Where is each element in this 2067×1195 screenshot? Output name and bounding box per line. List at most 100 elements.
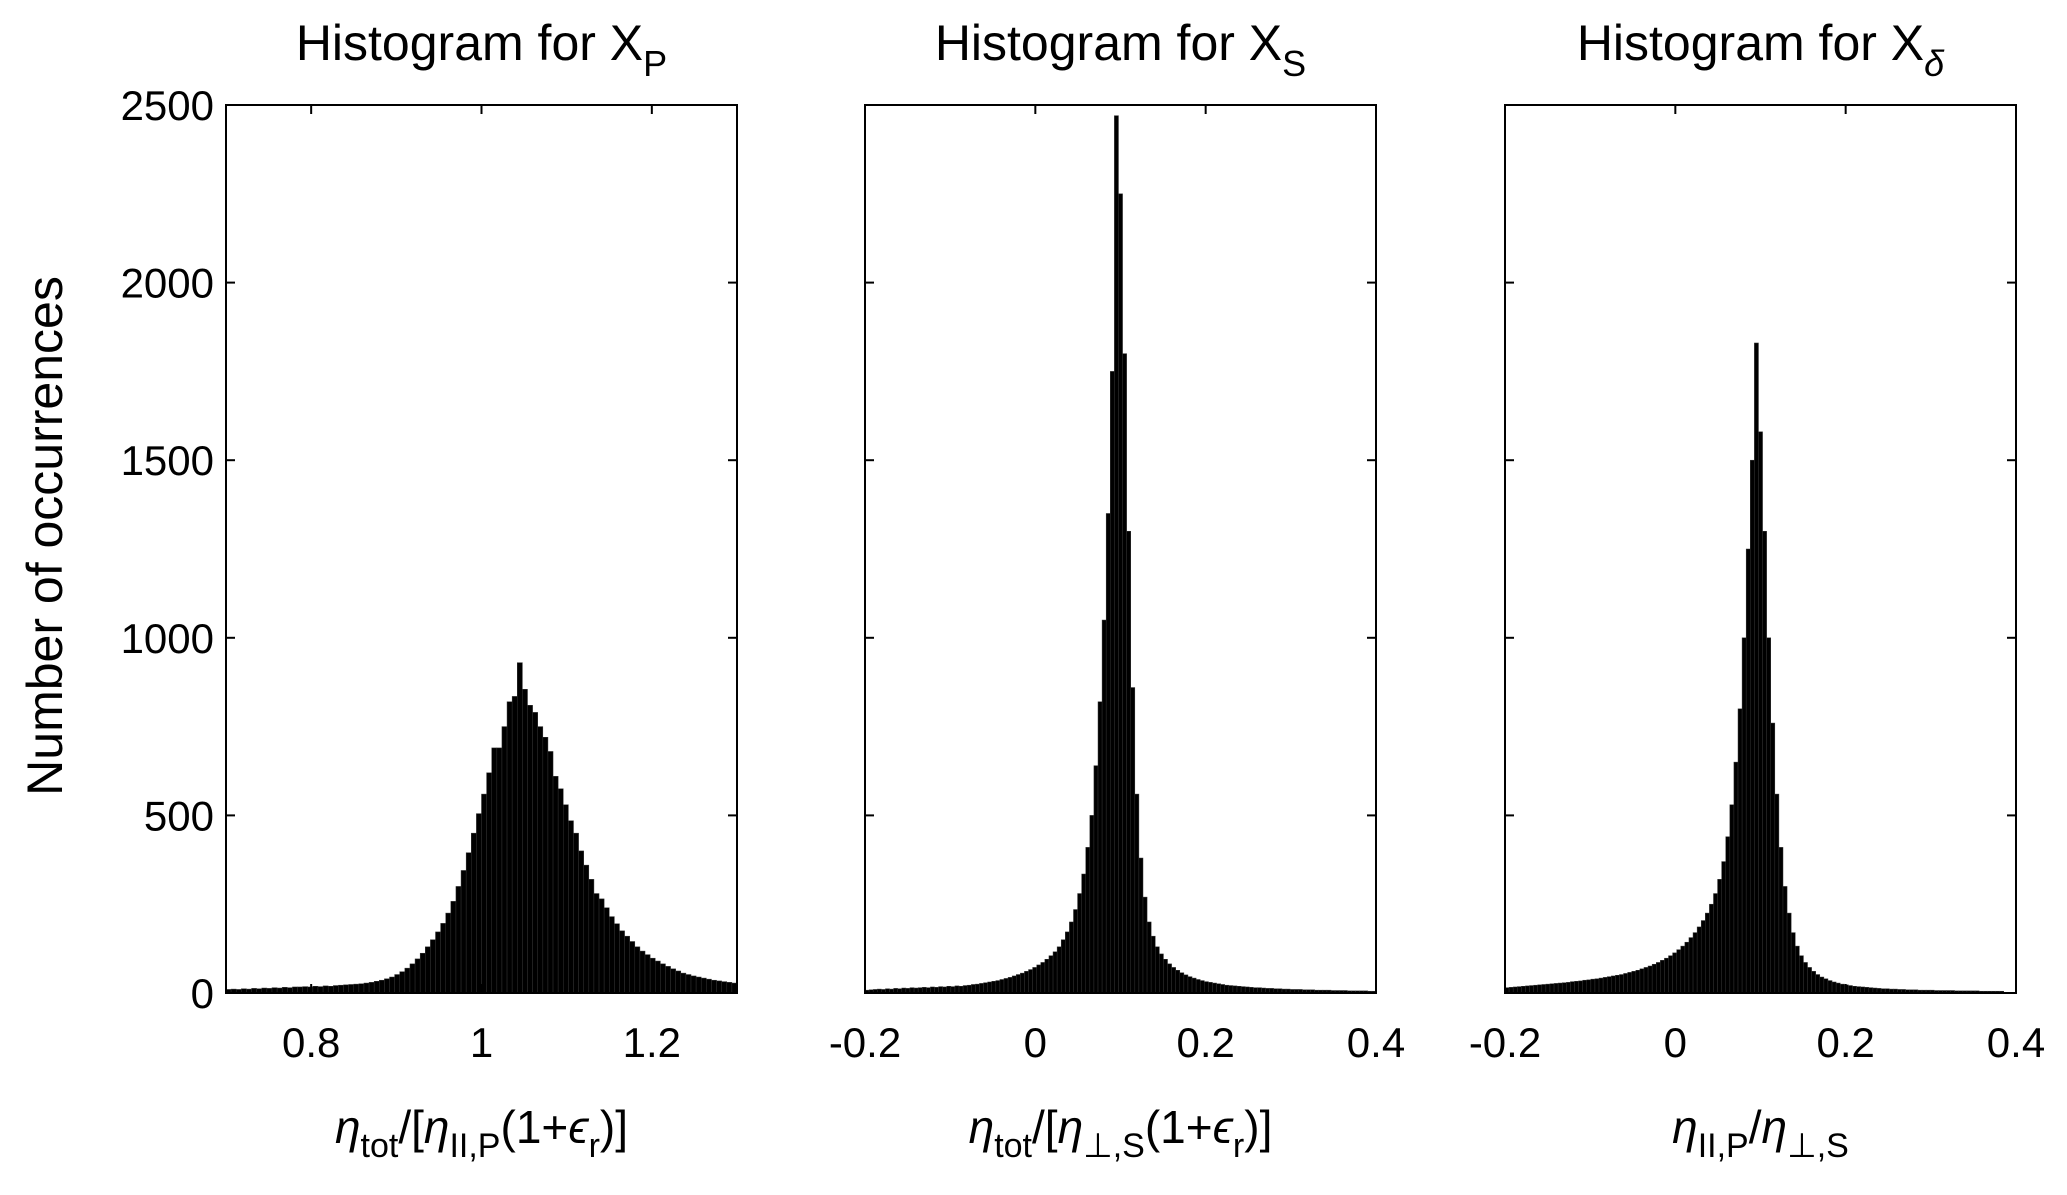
chart-0-bar-63 <box>547 751 554 994</box>
chart-1-xtick-label-0: -0.2 <box>829 1019 901 1066</box>
chart-1-bar-71 <box>1155 946 1160 994</box>
chart-0-bar-24 <box>348 984 355 994</box>
chart-0-bar-22 <box>338 984 344 994</box>
chart-0-bar-98 <box>726 982 733 994</box>
chart-1-bar-35 <box>1007 977 1013 994</box>
chart-0-bar-66 <box>563 804 569 994</box>
chart-1-bar-63 <box>1122 353 1127 994</box>
chart-2-bar-69 <box>1786 912 1792 994</box>
chart-0-bar-55 <box>506 701 513 994</box>
chart-1-bar-64 <box>1126 530 1131 994</box>
chart-0-bar-41 <box>435 931 441 994</box>
chart-2-xtick-label-1: 0 <box>1664 1019 1687 1066</box>
chart-0-bar-81 <box>639 950 646 994</box>
chart-0-bar-93 <box>700 977 707 994</box>
chart-1-bar-55 <box>1089 815 1095 994</box>
chart-0-bar-19 <box>322 985 329 994</box>
chart-0-bar-58 <box>522 689 528 994</box>
chart-2-bar-14 <box>1561 982 1567 994</box>
chart-0-bar-71 <box>588 879 595 994</box>
chart-2-bar-48 <box>1700 920 1706 994</box>
chart-2-bar-68 <box>1782 886 1788 994</box>
chart-2-bar-60 <box>1750 459 1755 994</box>
chart-2-bar-27 <box>1615 974 1620 994</box>
chart-2-bar-34 <box>1643 967 1649 994</box>
chart-1-bar-56 <box>1093 765 1099 994</box>
chart-2-bar-33 <box>1639 968 1645 994</box>
chart-0-bar-48 <box>471 832 477 994</box>
chart-0-bar-78 <box>624 935 630 994</box>
chart-0-bar-36 <box>409 963 416 994</box>
chart-0-bar-77 <box>619 930 625 994</box>
chart-0-bar-91 <box>690 975 697 994</box>
chart-0-bar-54 <box>501 726 508 994</box>
chart-0-bar-76 <box>614 923 620 994</box>
chart-2-bar-71 <box>1795 945 1800 994</box>
chart-1-bar-30 <box>987 981 992 994</box>
chart-0-bar-89 <box>680 972 687 994</box>
chart-2-xlabel: ηII,P/η⊥,S <box>1672 1101 1849 1165</box>
chart-1-bar-53 <box>1081 873 1087 994</box>
chart-2-bar-37 <box>1656 962 1661 994</box>
chart-0-ytick-label-5: 2500 <box>121 82 214 129</box>
chart-2-bar-26 <box>1611 975 1616 994</box>
chart-1-bar-54 <box>1085 847 1091 994</box>
chart-0-bar-73 <box>598 898 605 994</box>
chart-1-bar-47 <box>1056 946 1062 994</box>
chart-0-bar-68 <box>573 832 579 994</box>
chart-0-bar-49 <box>476 813 482 994</box>
chart-2-title: Histogram for Xδ <box>1577 15 1945 84</box>
chart-0-bar-79 <box>629 941 636 994</box>
chart-0-bar-50 <box>481 793 487 994</box>
chart-1-bar-31 <box>991 981 997 994</box>
chart-0-xtick-label-1: 1 <box>470 1019 493 1066</box>
chart-1-bar-69 <box>1146 921 1152 994</box>
chart-0-bar-37 <box>414 958 421 994</box>
chart-2-bar-44 <box>1684 941 1690 994</box>
chart-2-bar-66 <box>1774 793 1780 994</box>
chart-1-bar-68 <box>1142 896 1148 994</box>
chart-0-bar-31 <box>384 978 390 994</box>
chart-2-bar-64 <box>1766 637 1771 994</box>
chart-1-bar-22 <box>954 985 960 994</box>
chart-2-bar-23 <box>1598 977 1604 994</box>
chart-1-bar-51 <box>1073 909 1078 994</box>
chart-0-bar-94 <box>706 978 712 994</box>
chart-1-bar-79 <box>1187 976 1193 994</box>
chart-1-bar-77 <box>1179 972 1185 994</box>
chart-0-bar-43 <box>445 912 452 994</box>
chart-1-bar-48 <box>1060 939 1066 994</box>
chart-0-bar-90 <box>685 974 692 994</box>
chart-0-ytick-label-2: 1000 <box>121 615 214 662</box>
chart-0-bar-34 <box>399 971 406 994</box>
chart-0-bar-56 <box>511 696 518 994</box>
chart-2-bar-24 <box>1602 977 1608 994</box>
chart-2-bar-21 <box>1590 978 1596 994</box>
chart-1-bar-76 <box>1175 970 1181 994</box>
chart-0-bar-35 <box>404 967 411 994</box>
panel-histogram-xs: -0.2 0 0.2 0.4 Histogram for XS ηtot/[η⊥,S(1+… <box>829 15 1405 1165</box>
chart-0-bar-87 <box>670 968 676 994</box>
chart-0-bar-60 <box>532 712 538 994</box>
chart-1-bar-32 <box>995 980 1001 994</box>
chart-1-bar-61 <box>1114 115 1119 994</box>
chart-0-bar-28 <box>368 982 375 994</box>
chart-2-bar-65 <box>1770 722 1776 994</box>
chart-2-bar-78 <box>1823 978 1829 994</box>
chart-2-bar-79 <box>1827 980 1833 994</box>
chart-2-bar-12 <box>1553 983 1559 994</box>
chart-1-axes-box <box>864 104 1377 994</box>
chart-0-bar-33 <box>394 974 400 994</box>
chart-0-ytick-label-4: 2000 <box>121 260 214 307</box>
chart-0-bar-80 <box>634 946 641 994</box>
chart-0-bar-51 <box>486 772 492 994</box>
chart-0-bars <box>225 662 738 994</box>
chart-1-bar-43 <box>1040 962 1046 994</box>
chart-0-bar-74 <box>603 907 610 994</box>
chart-1-bar-65 <box>1130 687 1136 994</box>
chart-0-bar-40 <box>430 939 436 994</box>
chart-2-bar-17 <box>1574 981 1579 994</box>
chart-1-bar-72 <box>1159 953 1164 994</box>
chart-2-bar-50 <box>1709 903 1714 994</box>
chart-0-bar-30 <box>379 979 385 994</box>
